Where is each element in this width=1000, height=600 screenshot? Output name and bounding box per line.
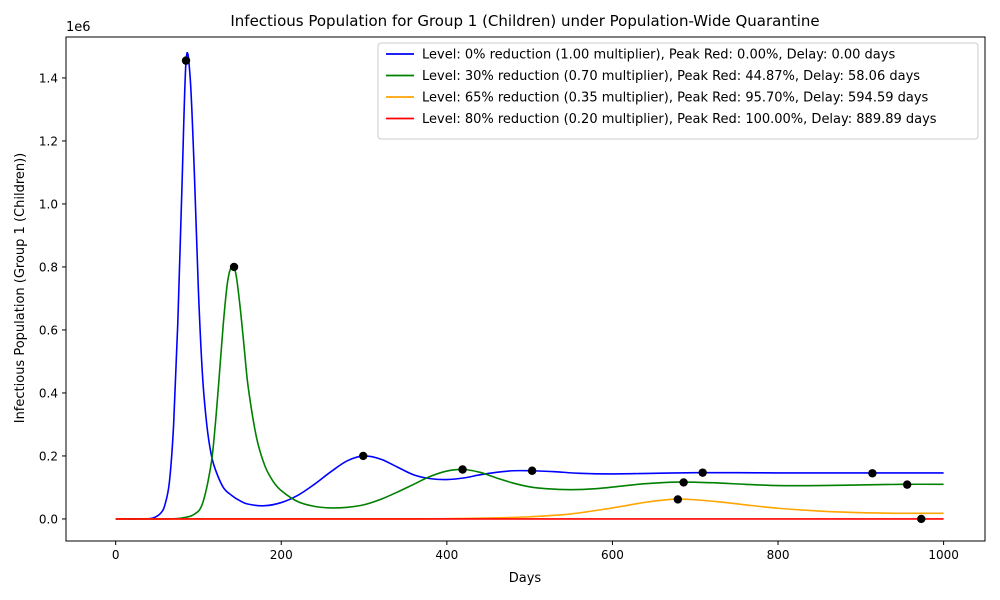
y-tick-label: 0.2 [39,449,58,463]
y-tick-label: 0.8 [39,260,58,274]
y-axis-ticks: 0.0 0.2 0.4 0.6 0.8 1.0 1.2 1.4 [39,71,66,526]
peak-marker-6 [673,495,683,504]
y-tick-label: 0.4 [39,386,58,400]
series-line-1 [115,52,944,520]
legend: Level: 0% reduction (1.00 multiplier), P… [377,42,979,140]
legend-label-1: Level: 0% reduction (1.00 multiplier), P… [422,48,895,63]
series-line-2 [115,265,944,520]
x-tick-label: 800 [767,548,790,562]
peak-marker-10 [902,480,912,489]
x-tick-label: 600 [601,548,624,562]
peak-marker-9 [868,469,877,478]
y-axis-offset-label: 1e6 [66,20,91,35]
y-tick-label: 0.0 [39,512,58,526]
y-tick-label: 1.2 [39,134,58,148]
legend-label-3: Level: 65% reduction (0.35 multiplier), … [422,91,929,106]
legend-box [377,42,979,140]
y-tick-label: 0.6 [39,323,58,337]
y-tick-label: 1.0 [39,197,58,211]
x-tick-label: 1000 [928,548,959,562]
peak-marker-3 [359,451,368,461]
x-tick-label: 400 [435,548,458,562]
x-tick-label: 200 [270,548,293,562]
plot-frame [65,36,986,542]
y-axis-label: Infectious Population (Group 1 (Children… [13,153,28,424]
peak-marker-1 [181,56,191,65]
x-tick-label: 0 [112,548,120,562]
x-axis-label: Days [509,571,542,586]
peak-marker-11 [917,514,926,524]
peak-marker-8 [698,468,707,477]
peak-marker-4 [458,465,467,474]
legend-label-2: Level: 30% reduction (0.70 multiplier), … [422,69,920,84]
peak-marker-5 [527,466,537,475]
plot-area [115,52,944,524]
y-tick-label: 1.4 [39,71,58,85]
peak-marker-2 [229,262,239,272]
legend-label-4: Level: 80% reduction (0.20 multiplier), … [422,112,937,127]
x-axis-ticks: 0 200 400 600 800 1000 [112,541,959,562]
peak-marker-7 [679,478,688,487]
chart-title: Infectious Population for Group 1 (Child… [230,12,819,30]
